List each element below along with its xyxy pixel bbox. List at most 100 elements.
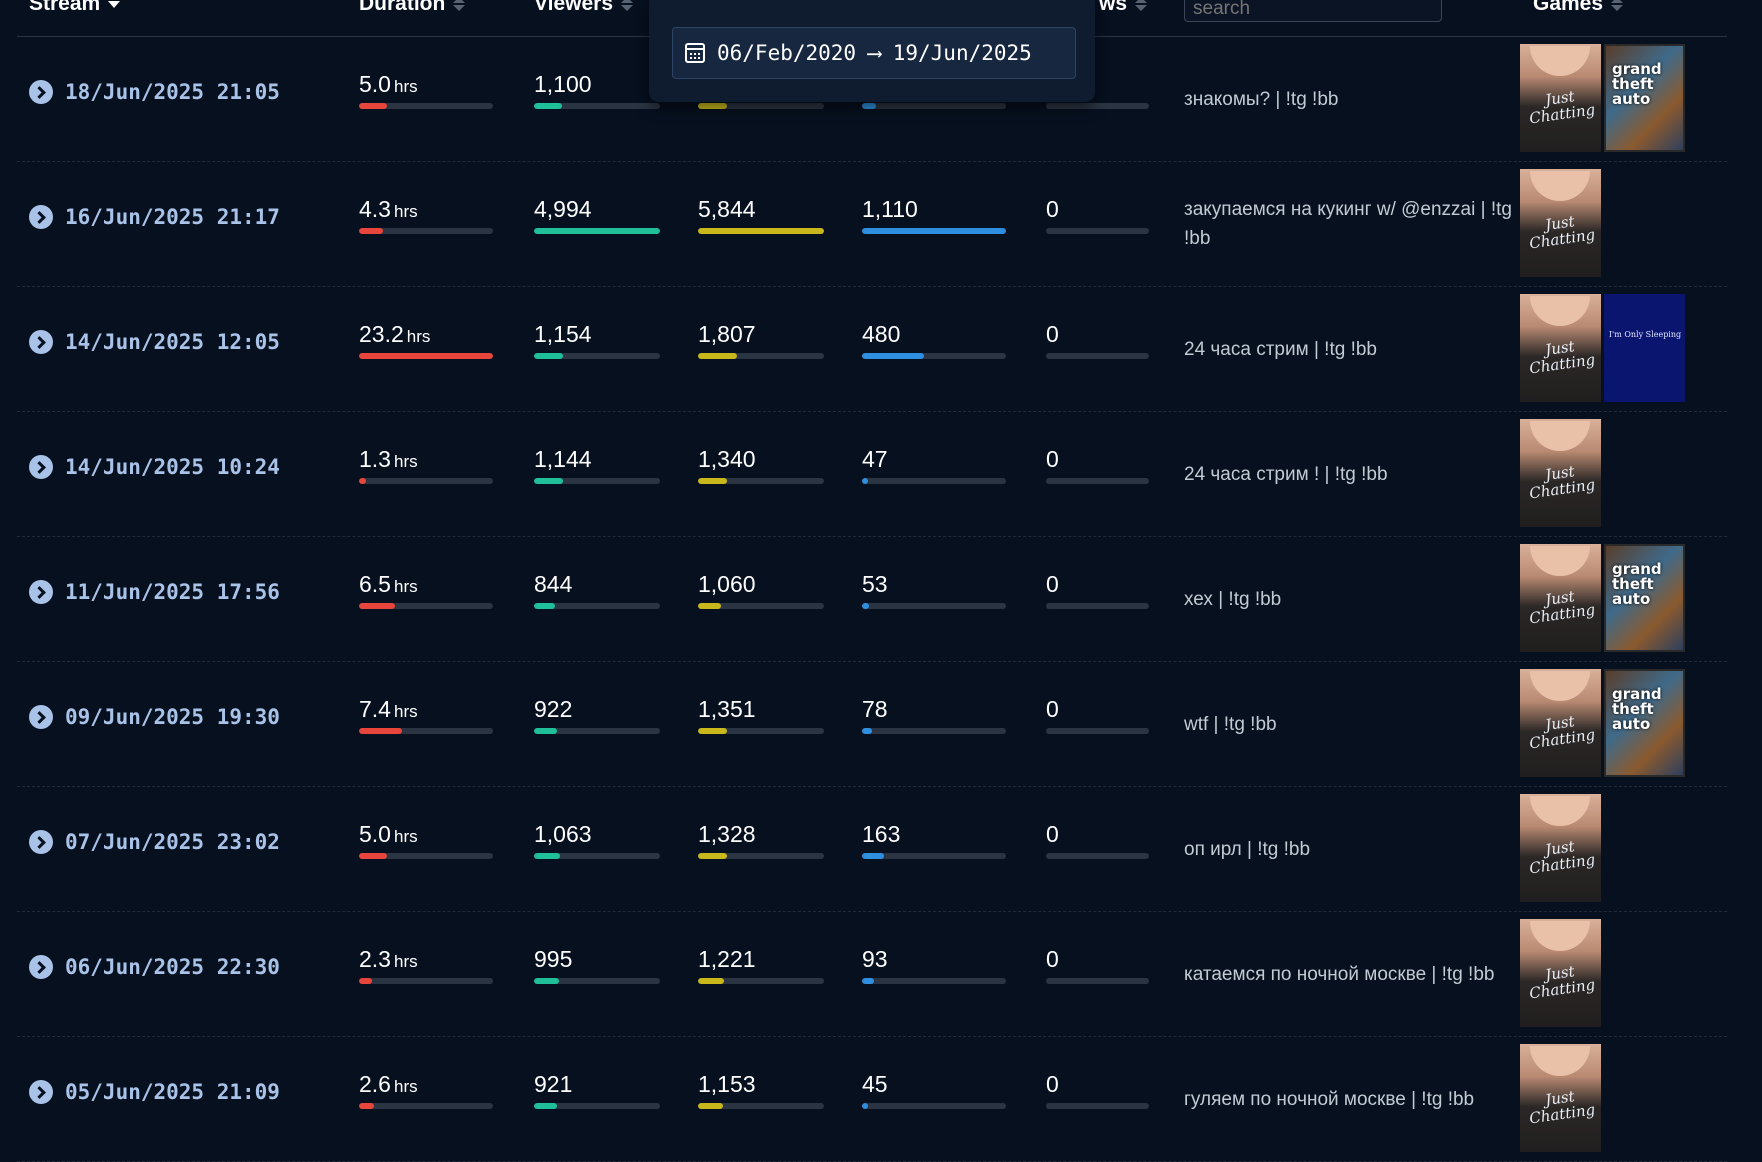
- column-stream[interactable]: Stream: [29, 0, 121, 16]
- duration-cell: 1.3 hrs: [359, 446, 493, 484]
- viewers-number: 921: [534, 1071, 573, 1097]
- table-row[interactable]: 16/Jun/2025 21:17 4.3 hrs 4,994 5,844 1,110 0 з…: [17, 162, 1727, 287]
- chatters-cell: 480: [862, 321, 1006, 359]
- game-thumb-just-chatting[interactable]: Just Chatting: [1520, 294, 1601, 402]
- chevron-right-icon[interactable]: [29, 705, 53, 729]
- table-row[interactable]: 14/Jun/2025 12:05 23.2 hrs 1,154 1,807 480 0 24…: [17, 287, 1727, 412]
- stream-date-label: 06/Jun/2025 22:30: [65, 955, 280, 979]
- chatters-bar: [862, 353, 1006, 359]
- game-thumb-just-chatting[interactable]: Just Chatting: [1520, 1044, 1601, 1152]
- game-thumb-just-chatting[interactable]: Just Chatting: [1520, 544, 1601, 652]
- table-row[interactable]: 07/Jun/2025 23:02 5.0 hrs 1,063 1,328 163 0 оп …: [17, 787, 1727, 912]
- game-thumb-just-chatting[interactable]: Just Chatting: [1520, 419, 1601, 527]
- table-row[interactable]: 06/Jun/2025 22:30 2.3 hrs 995 1,221 93 0 катаем…: [17, 912, 1727, 1037]
- chevron-right-icon[interactable]: [29, 580, 53, 604]
- chatters-bar: [862, 228, 1006, 234]
- viewers-value: 995: [534, 946, 660, 976]
- game-thumb-gta-v[interactable]: grand theft auto: [1604, 44, 1685, 152]
- stream-date[interactable]: 09/Jun/2025 19:30: [29, 705, 280, 729]
- stream-date[interactable]: 16/Jun/2025 21:17: [29, 205, 280, 229]
- stream-date[interactable]: 18/Jun/2025 21:05: [29, 80, 280, 104]
- duration-cell: 7.4 hrs: [359, 696, 493, 734]
- duration-number: 2.3: [359, 946, 391, 972]
- game-thumb-just-chatting[interactable]: Just Chatting: [1520, 794, 1601, 902]
- stream-date[interactable]: 06/Jun/2025 22:30: [29, 955, 280, 979]
- duration-value: 23.2 hrs: [359, 321, 493, 351]
- column-viewers[interactable]: Viewers: [534, 0, 634, 16]
- chatters-bar: [862, 103, 1006, 109]
- date-range-picker[interactable]: 06/Feb/2020 ⟶ 19/Jun/2025: [672, 27, 1076, 79]
- follows-cell: 0: [1046, 321, 1149, 359]
- game-thumb-label: Just Chatting: [1528, 337, 1597, 378]
- duration-bar: [359, 103, 493, 109]
- viewers-bar-fill: [534, 103, 562, 109]
- search-input[interactable]: [1184, 0, 1442, 22]
- stream-date[interactable]: 14/Jun/2025 12:05: [29, 330, 280, 354]
- stream-date[interactable]: 11/Jun/2025 17:56: [29, 580, 280, 604]
- duration-bar-fill: [359, 228, 384, 234]
- stream-title: хех | !tg !bb: [1184, 537, 1514, 661]
- column-follows-label: ws: [1099, 0, 1128, 15]
- chevron-right-icon[interactable]: [29, 455, 53, 479]
- viewers-value: 1,100: [534, 71, 660, 101]
- duration-cell: 5.0 hrs: [359, 71, 493, 109]
- stream-date-label: 14/Jun/2025 10:24: [65, 455, 280, 479]
- game-thumb-gta-v[interactable]: grand theft auto: [1604, 544, 1685, 652]
- chevron-right-icon[interactable]: [29, 330, 53, 354]
- stream-date[interactable]: 05/Jun/2025 21:09: [29, 1080, 280, 1104]
- duration-cell: 4.3 hrs: [359, 196, 493, 234]
- peak-value: 1,340: [698, 446, 824, 476]
- chevron-right-icon[interactable]: [29, 830, 53, 854]
- game-thumb-im-only-sleeping[interactable]: I'm Only Sleeping: [1604, 294, 1685, 402]
- arrow-right-icon: ⟶: [868, 41, 881, 65]
- peak-bar-fill: [698, 603, 721, 609]
- peak-value: 5,844: [698, 196, 824, 226]
- chevron-right-icon[interactable]: [29, 80, 53, 104]
- table-row[interactable]: 11/Jun/2025 17:56 6.5 hrs 844 1,060 53 0 хех | …: [17, 537, 1727, 662]
- follows-cell: 0: [1046, 1071, 1149, 1109]
- chevron-right-icon[interactable]: [29, 205, 53, 229]
- stream-date[interactable]: 07/Jun/2025 23:02: [29, 830, 280, 854]
- viewers-number: 1,063: [534, 821, 592, 847]
- table-row[interactable]: 09/Jun/2025 19:30 7.4 hrs 922 1,351 78 0 wtf | …: [17, 662, 1727, 787]
- viewers-bar-fill: [534, 978, 560, 984]
- chevron-right-icon[interactable]: [29, 955, 53, 979]
- peak-value: 1,153: [698, 1071, 824, 1101]
- follows-cell: 0: [1046, 571, 1149, 609]
- table-row[interactable]: 14/Jun/2025 10:24 1.3 hrs 1,144 1,340 47 0 24 ч…: [17, 412, 1727, 537]
- peak-bar-fill: [698, 228, 824, 234]
- peak-cell: 1,340: [698, 446, 824, 484]
- duration-bar: [359, 728, 493, 734]
- follows-value: 0: [1046, 946, 1149, 976]
- duration-number: 5.0: [359, 71, 391, 97]
- peak-bar: [698, 478, 824, 484]
- game-thumb-label: Just Chatting: [1528, 87, 1597, 128]
- game-thumb-gta-v[interactable]: grand theft auto: [1604, 669, 1685, 777]
- peak-bar-fill: [698, 853, 727, 859]
- games-list: Just Chatting: [1520, 919, 1601, 1027]
- table-row[interactable]: 05/Jun/2025 21:09 2.6 hrs 921 1,153 45 0 гуляем…: [17, 1037, 1727, 1162]
- follows-number: 0: [1046, 821, 1059, 847]
- game-thumb-just-chatting[interactable]: Just Chatting: [1520, 44, 1601, 152]
- peak-bar: [698, 353, 824, 359]
- chatters-number: 93: [862, 946, 888, 972]
- follows-bar: [1046, 603, 1149, 609]
- game-thumb-label: Just Chatting: [1528, 587, 1597, 628]
- chevron-right-icon[interactable]: [29, 1080, 53, 1104]
- column-games[interactable]: Games: [1533, 0, 1624, 16]
- chatters-cell: 93: [862, 946, 1006, 984]
- duration-bar-fill: [359, 853, 388, 859]
- table-row[interactable]: 18/Jun/2025 21:05 5.0 hrs 1,100 знакомы? | !…: [17, 37, 1727, 162]
- game-thumb-just-chatting[interactable]: Just Chatting: [1520, 169, 1601, 277]
- column-follows[interactable]: ws: [1099, 0, 1148, 16]
- duration-cell: 5.0 hrs: [359, 821, 493, 859]
- date-from: 06/Feb/2020: [717, 41, 857, 65]
- hours-unit: hrs: [393, 577, 418, 596]
- column-duration[interactable]: Duration: [359, 0, 466, 16]
- duration-number: 5.0: [359, 821, 391, 847]
- game-thumb-just-chatting[interactable]: Just Chatting: [1520, 669, 1601, 777]
- viewers-bar-fill: [534, 478, 563, 484]
- duration-bar: [359, 1103, 493, 1109]
- stream-date[interactable]: 14/Jun/2025 10:24: [29, 455, 280, 479]
- game-thumb-just-chatting[interactable]: Just Chatting: [1520, 919, 1601, 1027]
